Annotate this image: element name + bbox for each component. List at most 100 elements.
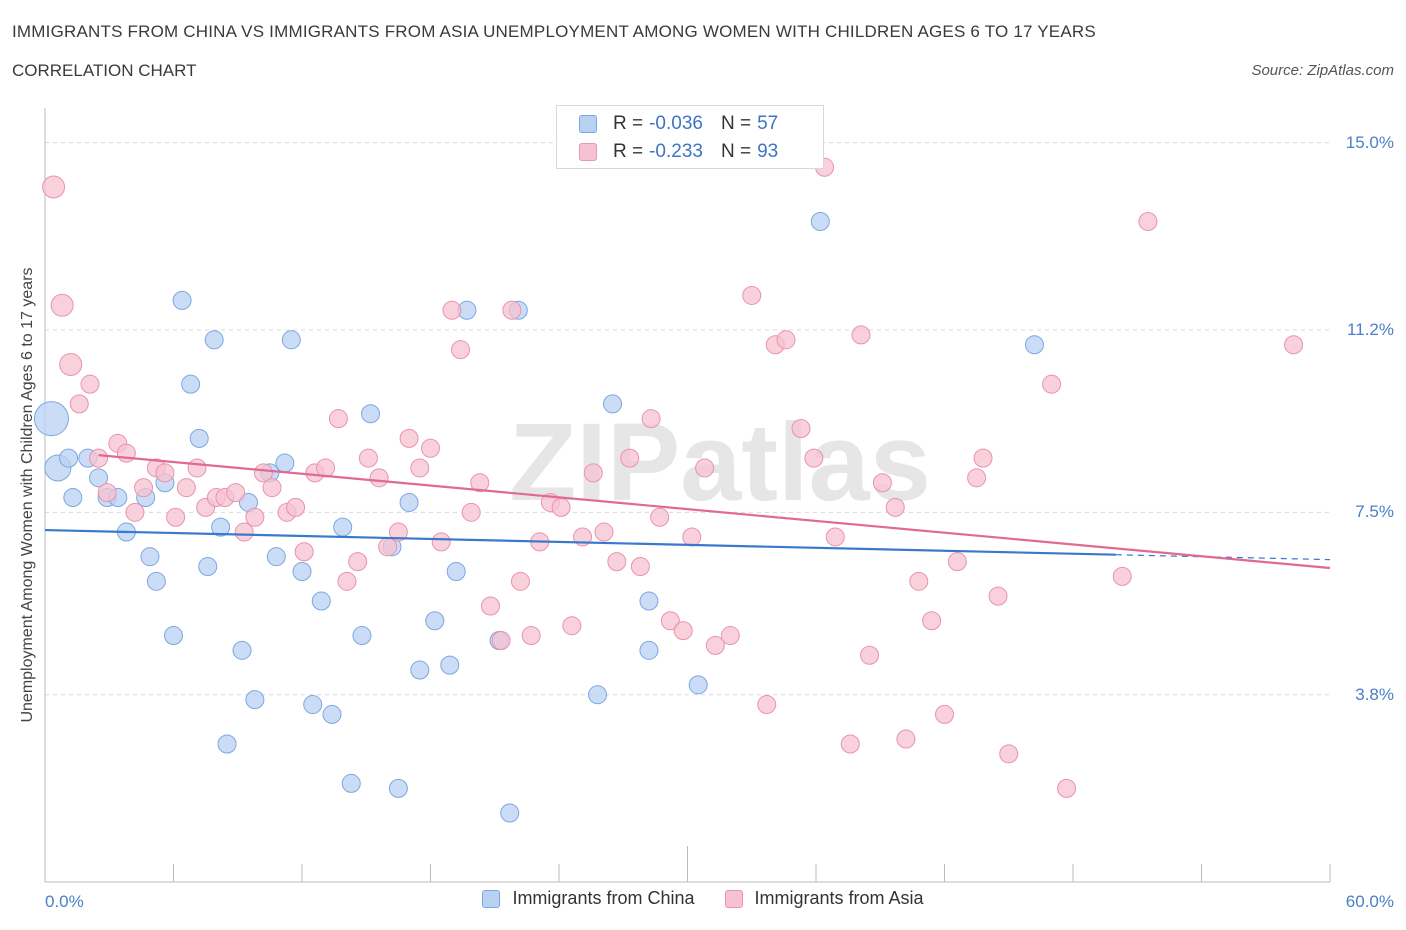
china-point: [59, 448, 79, 468]
china-point: [388, 778, 408, 798]
china-point: [446, 561, 466, 581]
chart-subtitle: CORRELATION CHART: [12, 61, 197, 80]
asia-point: [742, 285, 762, 305]
china-r-value: -0.036: [649, 113, 703, 134]
asia-point: [286, 497, 306, 517]
china-point: [361, 404, 381, 424]
asia-point: [491, 630, 511, 650]
china-point: [211, 517, 231, 537]
asia-point: [480, 596, 500, 616]
asia-point: [166, 507, 186, 527]
asia-r-label: R =: [613, 141, 644, 162]
asia-point: [59, 352, 83, 376]
china-trend-line: [44, 528, 1116, 556]
asia-series-points: [42, 157, 1304, 798]
asia-point: [620, 448, 640, 468]
asia-point: [134, 478, 154, 498]
asia-point: [294, 542, 314, 562]
asia-point: [89, 448, 109, 468]
asia-point: [369, 468, 389, 488]
asia-point: [607, 552, 627, 572]
asia-point: [840, 734, 860, 754]
asia-point: [262, 478, 282, 498]
asia-point: [521, 626, 541, 646]
china-point: [1024, 335, 1044, 355]
asia-point: [234, 522, 254, 542]
asia-point: [673, 621, 693, 641]
asia-point: [421, 438, 440, 458]
asia-point: [851, 325, 871, 345]
china-point: [322, 704, 342, 724]
asia-point: [187, 458, 207, 478]
asia-point: [80, 374, 100, 394]
legend-asia-swatch: [724, 889, 743, 908]
china-point: [89, 468, 109, 488]
china-point: [164, 626, 183, 646]
china-n-value: 57: [757, 113, 779, 134]
asia-point: [410, 458, 430, 478]
asia-point: [461, 502, 481, 522]
asia-point: [885, 497, 905, 517]
asia-point: [502, 300, 522, 320]
china-point: [588, 685, 608, 705]
asia-point: [973, 448, 993, 468]
asia-point: [551, 497, 571, 517]
asia-point: [860, 645, 880, 665]
asia-point: [705, 635, 725, 655]
legend-china-swatch: [482, 889, 501, 908]
asia-point: [388, 522, 408, 542]
asia-point: [399, 428, 419, 448]
china-point: [189, 428, 209, 448]
asia-n-value: 93: [757, 141, 779, 162]
china-point: [33, 401, 69, 437]
china-point: [232, 640, 252, 660]
asia-point: [660, 611, 680, 631]
china-r-label: R =: [613, 113, 644, 134]
china-point: [303, 695, 323, 715]
source-credit: Source: ZipAtlas.com: [1251, 62, 1394, 79]
asia-point: [510, 571, 530, 591]
china-point: [500, 803, 520, 823]
legend-row-china: R = -0.036 N = 57: [579, 113, 778, 135]
asia-point: [50, 293, 74, 317]
asia-point: [791, 419, 811, 439]
watermark: ZIPatlas: [509, 401, 931, 524]
x-tick-label-max: 60.0%: [1345, 892, 1394, 911]
series-legend: Immigrants from China Immigrants from As…: [0, 888, 1406, 909]
asia-n-label: N =: [720, 141, 752, 162]
asia-point: [316, 458, 336, 478]
legend-item-china: Immigrants from China: [482, 888, 695, 909]
asia-trend-line: [98, 454, 1331, 570]
legend-asia-label: Immigrants from Asia: [754, 888, 924, 908]
china-swatch: [579, 115, 597, 133]
asia-point: [253, 463, 273, 483]
asia-point: [896, 729, 916, 749]
chart-title: IMMIGRANTS FROM CHINA VS IMMIGRANTS FROM…: [12, 22, 1096, 41]
asia-point: [337, 571, 357, 591]
asia-point: [988, 586, 1008, 606]
asia-point: [378, 537, 398, 557]
china-point: [639, 640, 659, 660]
asia-swatch: [579, 143, 597, 161]
asia-point: [630, 557, 650, 577]
asia-point: [1112, 566, 1132, 586]
asia-point: [909, 571, 929, 591]
china-point: [311, 591, 331, 611]
china-series-points: [33, 212, 1044, 823]
asia-point: [431, 532, 451, 552]
asia-point: [328, 409, 348, 429]
china-point: [410, 660, 430, 680]
asia-point: [470, 473, 490, 493]
asia-point: [226, 483, 246, 503]
asia-point: [583, 463, 603, 483]
asia-point: [1284, 335, 1304, 355]
asia-point: [155, 463, 175, 483]
china-point: [810, 212, 830, 232]
china-point: [333, 517, 353, 537]
asia-r-value: -0.233: [649, 141, 703, 162]
asia-point: [125, 502, 145, 522]
asia-point: [97, 483, 117, 503]
china-point: [292, 561, 312, 581]
china-point: [440, 655, 460, 675]
